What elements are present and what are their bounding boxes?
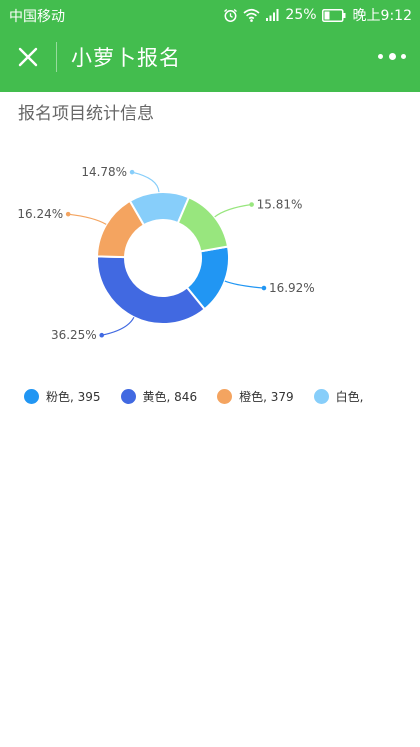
status-bar: 中国移动 25% 晚上9:12 [0,0,420,30]
top-bar: 中国移动 25% 晚上9:12 小萝卜报名 [0,0,420,92]
section-title: 报名项目统计信息 [18,104,154,124]
leader-dot [261,285,267,291]
legend-swatch [313,389,329,404]
page-title: 小萝卜报名 [71,46,181,70]
donut-chart: 16.92% 36.25% 16.24% 14.78% 15.81% [17,165,315,342]
slice-label: 16.24% [17,207,63,221]
slice-label: 15.81% [257,198,303,212]
alarm-icon [223,8,238,23]
more-icon-dot [401,53,406,59]
pie-slice[interactable] [176,195,230,253]
leader-dot [99,332,105,338]
nav-divider [56,42,57,72]
signal-icon [265,8,280,22]
leader-dot [129,169,135,175]
legend-label: 白色, [335,390,364,404]
leader-dot [249,202,254,207]
leader-line [101,316,135,336]
legend-item[interactable]: 粉色, 395 [24,388,101,405]
more-icon [378,53,383,59]
legend-swatch [120,389,136,404]
leader-line [224,280,265,289]
slice-label: 16.92% [269,281,315,295]
legend-label: 粉色, 395 [46,390,101,404]
legend-label: 橙色, 379 [239,390,294,404]
close-icon [18,47,38,67]
legend-item[interactable]: 黄色, 846 [120,388,198,405]
slice-label: 36.25% [51,328,97,342]
carrier-name: 中国移动 [9,9,65,25]
legend-swatch [217,389,233,404]
pie-slice[interactable] [96,255,207,325]
more-button[interactable] [378,45,406,67]
legend-label: 黄色, 846 [142,390,198,404]
chart-legend: 粉色, 395 黄色, 846 橙色, 379 白色, [24,388,383,405]
leader-line [68,213,107,225]
nav-bar: 小萝卜报名 [0,30,420,82]
more-icon-dot [388,52,396,60]
status-icons: 25% 晚上9:12 [223,5,412,25]
leader-line [131,171,160,193]
battery-icon [321,8,346,22]
wifi-icon [243,8,260,22]
legend-swatch [24,389,39,404]
leader-line [214,203,252,218]
clock: 晚上9:12 [352,8,412,24]
legend-item[interactable]: 白色, [313,388,364,405]
slice-label: 14.78% [81,165,127,179]
close-button[interactable] [12,41,44,73]
leader-dot [65,211,71,217]
battery-percent: 25% [285,7,317,23]
legend-item[interactable]: 橙色, 379 [217,388,294,405]
